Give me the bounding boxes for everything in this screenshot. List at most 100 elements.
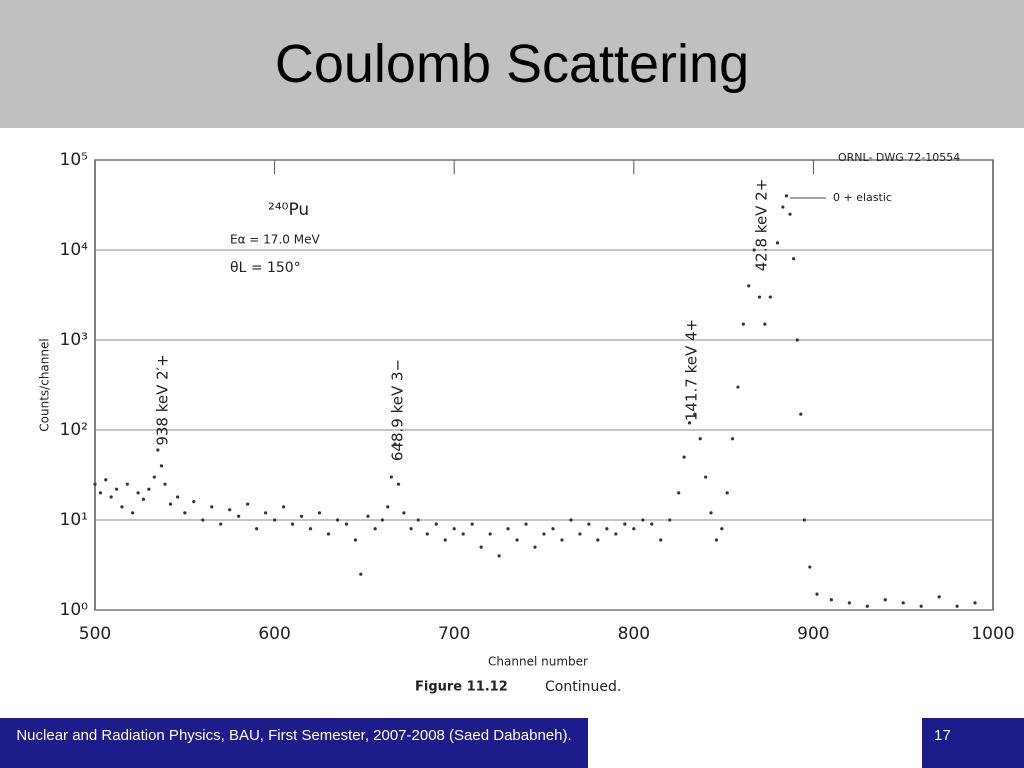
- data-point: [246, 502, 250, 506]
- data-point: [883, 598, 887, 602]
- data-point: [506, 527, 510, 531]
- annotation: θL = 150°: [230, 260, 301, 276]
- data-point: [542, 532, 546, 536]
- data-point: [163, 482, 167, 486]
- data-point: [632, 527, 636, 531]
- data-point: [299, 514, 304, 518]
- data-point: [687, 421, 692, 425]
- data-point: [781, 205, 785, 209]
- data-point: [919, 604, 923, 608]
- data-point: [434, 522, 438, 526]
- data-point: [560, 538, 564, 542]
- data-point: [396, 482, 401, 486]
- data-point: [730, 437, 735, 441]
- data-point: [937, 595, 941, 599]
- data-point: [792, 257, 796, 261]
- data-point: [141, 497, 146, 501]
- data-point: [763, 322, 767, 326]
- data-point: [359, 572, 363, 576]
- x-tick-label: 500: [79, 624, 111, 644]
- data-point: [159, 464, 164, 468]
- data-point: [901, 601, 905, 605]
- data-point: [461, 532, 465, 536]
- data-point: [955, 604, 959, 608]
- data-point: [389, 475, 393, 479]
- slide-title: Coulomb Scattering: [274, 34, 750, 94]
- annotation: 648.9 keV 3−: [389, 359, 407, 461]
- data-point: [596, 538, 600, 542]
- data-point: [210, 505, 214, 509]
- data-point: [865, 604, 869, 608]
- data-point: [308, 527, 313, 531]
- title-band: Coulomb Scattering: [0, 0, 1024, 128]
- data-point: [704, 475, 708, 479]
- data-point: [326, 532, 331, 536]
- data-point: [443, 538, 447, 542]
- data-point: [386, 505, 390, 509]
- data-point: [344, 522, 349, 526]
- data-point: [578, 532, 582, 536]
- data-point: [623, 522, 627, 526]
- data-point: [192, 500, 196, 504]
- data-point: [131, 511, 135, 515]
- page-number: 17: [922, 718, 1024, 768]
- data-point: [775, 241, 780, 245]
- data-point: [659, 538, 663, 542]
- plot-frame: [94, 159, 994, 611]
- data-point: [409, 527, 413, 531]
- data-point: [788, 212, 792, 216]
- data-point: [815, 592, 819, 596]
- data-point: [736, 385, 740, 389]
- data-point: [650, 522, 654, 526]
- y-tick-label: 10⁰: [60, 600, 89, 620]
- caption: Figure 11.12: [415, 680, 508, 695]
- data-point: [201, 518, 205, 522]
- data-point: [136, 491, 140, 495]
- data-point: [725, 491, 729, 495]
- data-point: [152, 475, 156, 479]
- data-point: [147, 487, 151, 491]
- data-point: [156, 448, 160, 452]
- data-point: [366, 514, 370, 518]
- data-point: [273, 518, 277, 522]
- data-point: [402, 511, 406, 515]
- data-point: [829, 598, 833, 602]
- data-point: [373, 527, 377, 531]
- data-point: [353, 538, 358, 542]
- data-point: [795, 338, 799, 342]
- data-point: [533, 545, 537, 549]
- data-point: [768, 295, 772, 299]
- data-point: [125, 482, 129, 486]
- data-point: [416, 518, 420, 522]
- data-point: [714, 538, 719, 542]
- x-tick-label: 900: [797, 624, 829, 644]
- chart: 10⁰ 10¹ 10² 10³ 10⁴ 10⁵ 500 600 700 800 900 1000 Cou…: [38, 150, 1015, 695]
- data-point: [317, 511, 322, 515]
- data-point: [120, 505, 124, 509]
- data-point: [747, 284, 751, 288]
- data-point: [614, 532, 618, 536]
- data-point: [641, 518, 645, 522]
- annotation: 0 + elastic: [833, 191, 892, 204]
- y-tick-label: 10³: [60, 330, 88, 350]
- data-point: [741, 322, 745, 326]
- data-point: [587, 522, 591, 526]
- data-point: [219, 522, 223, 526]
- annotation: ORNL- DWG 72-10554: [838, 151, 960, 164]
- data-point: [425, 532, 429, 536]
- data-point: [497, 554, 501, 558]
- y-tick-label: 10⁵: [60, 150, 88, 170]
- annotation: ²⁴⁰Pu: [268, 200, 309, 220]
- data-point: [802, 518, 807, 522]
- caption-note: Continued.: [545, 679, 621, 695]
- data-point: [237, 514, 241, 518]
- data-point: [799, 412, 803, 416]
- data-point: [682, 455, 686, 459]
- data-point: [176, 495, 180, 499]
- data-point: [335, 518, 340, 522]
- data-point: [524, 522, 528, 526]
- y-tick-label: 10¹: [60, 510, 88, 530]
- data-point: [515, 538, 519, 542]
- data-point: [605, 527, 609, 531]
